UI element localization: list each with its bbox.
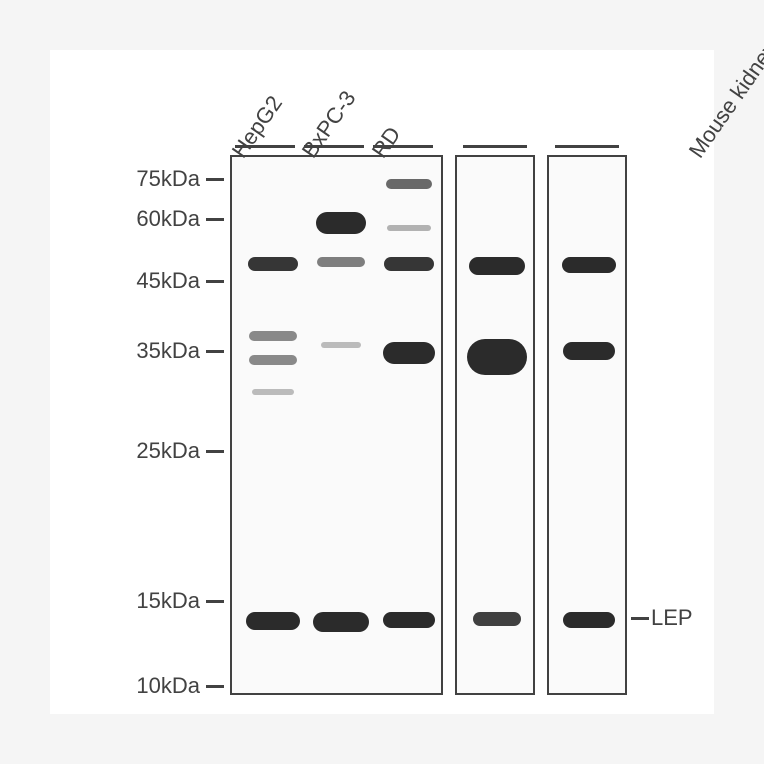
blot-band [387, 225, 431, 231]
lane-label: BxPC-3 [297, 86, 362, 163]
blot-band [249, 331, 297, 341]
blot-band [469, 257, 525, 275]
blot-band [317, 257, 365, 267]
mw-tick [206, 218, 224, 221]
mw-tick [206, 350, 224, 353]
blot-band [316, 212, 366, 234]
lane-header-bar [463, 145, 527, 148]
mw-tick [206, 178, 224, 181]
blot-band [313, 612, 369, 632]
blot-band [252, 389, 294, 395]
blot-band [384, 257, 434, 271]
blot-band [386, 179, 432, 189]
mw-label: 45kDa [105, 268, 200, 294]
lane-label: Mouse kidney [684, 37, 764, 163]
blot-panel [455, 155, 535, 695]
blot-band [249, 355, 297, 365]
mw-label: 60kDa [105, 206, 200, 232]
mw-tick [206, 280, 224, 283]
lane-header-bar [555, 145, 619, 148]
blot-area [230, 155, 630, 695]
lane-label: HepG2 [227, 91, 288, 163]
blot-band [562, 257, 616, 273]
mw-tick [206, 450, 224, 453]
blot-band [467, 339, 527, 375]
mw-tick [206, 685, 224, 688]
blot-panel [230, 155, 443, 695]
target-tick [631, 617, 649, 620]
blot-panel [547, 155, 627, 695]
target-protein-label: LEP [651, 605, 693, 631]
mw-tick [206, 600, 224, 603]
blot-band [563, 342, 615, 360]
blot-band [246, 612, 300, 630]
blot-band [248, 257, 298, 271]
mw-label: 35kDa [105, 338, 200, 364]
blot-band [321, 342, 361, 348]
blot-band [473, 612, 521, 626]
blot-band [383, 612, 435, 628]
mw-label: 15kDa [105, 588, 200, 614]
mw-label: 25kDa [105, 438, 200, 464]
mw-label: 75kDa [105, 166, 200, 192]
blot-band [563, 612, 615, 628]
blot-band [383, 342, 435, 364]
mw-label: 10kDa [105, 673, 200, 699]
western-blot-figure: LEP 75kDa 60kDa 45kDa 35kDa 25kDa 15kDa 10kDa H… [50, 50, 714, 714]
